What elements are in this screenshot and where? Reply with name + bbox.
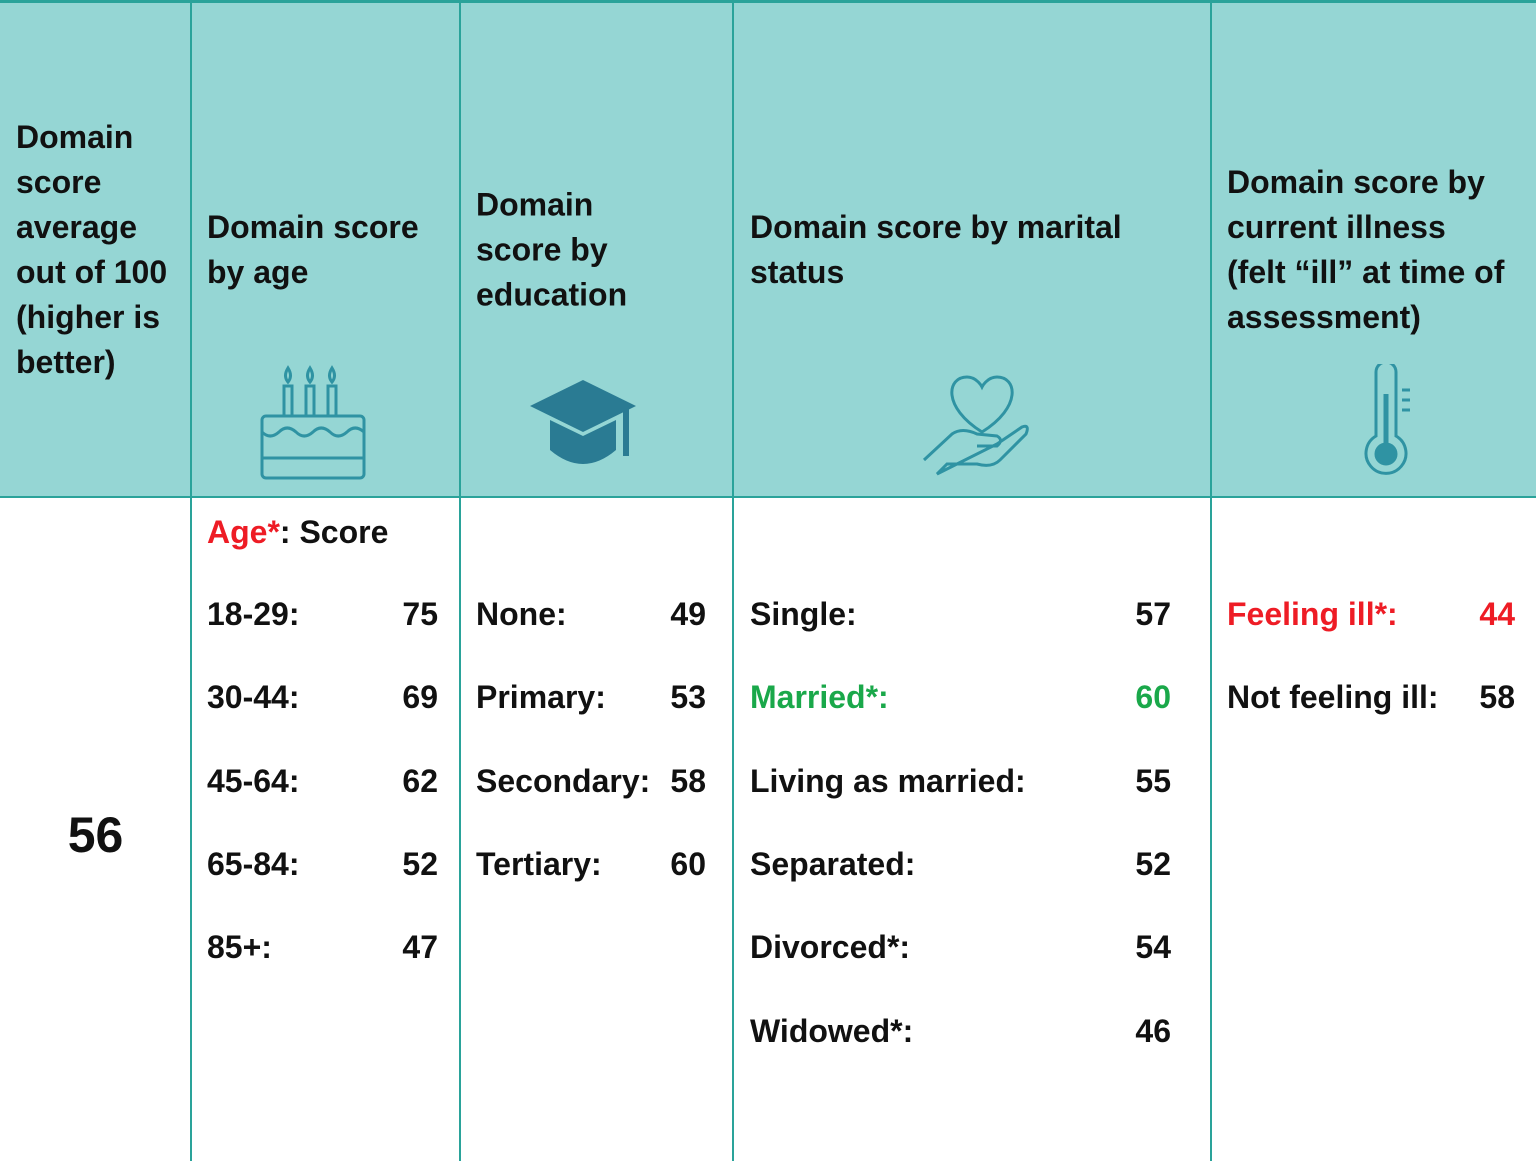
age-heading-rest: : Score — [279, 514, 389, 550]
cake-icon — [260, 365, 366, 480]
age-label: 18-29: — [207, 596, 300, 632]
education-value: 60 — [670, 845, 706, 882]
column-divider — [190, 0, 192, 1161]
header-background — [0, 0, 1536, 497]
education-value: 49 — [670, 596, 706, 632]
column-divider — [732, 0, 734, 1161]
hand-heart-icon — [922, 375, 1029, 476]
header-cell: Domain score average out of 100 (higher … — [16, 119, 168, 380]
age-label: 45-64: — [207, 762, 300, 799]
marital-value: 54 — [1135, 929, 1171, 966]
age-value: 52 — [402, 845, 438, 882]
age-value: 62 — [402, 762, 438, 799]
age-value: 69 — [402, 679, 438, 716]
average-score: 56 — [67, 807, 124, 863]
education-value: 58 — [670, 762, 706, 799]
marital-label: Married*: — [750, 679, 889, 716]
age-label: 65-84: — [207, 845, 300, 882]
illness-label: Not feeling ill: — [1227, 679, 1439, 716]
age-label: 85+: — [207, 929, 272, 966]
graduation-cap-icon — [530, 380, 636, 464]
education-label: Primary: — [476, 679, 606, 716]
header-cell: Domain score by marital status — [750, 209, 1122, 290]
age-heading-label: Age* — [207, 514, 280, 550]
age-label: 30-44: — [207, 679, 300, 716]
marital-label: Living as married: — [750, 762, 1026, 799]
marital-value: 60 — [1135, 679, 1171, 716]
header-cell: Domain score by education — [476, 186, 628, 313]
marital-value: 52 — [1135, 845, 1171, 882]
education-value: 53 — [670, 679, 706, 716]
marital-label: Divorced*: — [750, 929, 911, 966]
age-heading: Age*: Score — [207, 512, 388, 552]
education-label: Tertiary: — [476, 845, 602, 882]
marital-label: Separated: — [750, 845, 916, 882]
marital-value: 55 — [1135, 762, 1171, 799]
column-divider — [459, 0, 461, 1161]
illness-value: 44 — [1479, 596, 1515, 632]
education-label: None: — [476, 596, 567, 632]
marital-value: 46 — [1135, 1012, 1171, 1049]
header-cell: Domain score by current illness (felt “i… — [1227, 164, 1505, 335]
thermometer-icon — [1364, 364, 1410, 475]
header-cell: Domain score by age — [207, 209, 419, 290]
age-value: 47 — [402, 929, 438, 966]
education-label: Secondary: — [476, 762, 651, 799]
marital-label: Single: — [750, 596, 857, 632]
illness-label: Feeling ill*: — [1227, 596, 1398, 632]
column-divider — [1210, 0, 1212, 1161]
illness-value: 58 — [1479, 679, 1515, 716]
marital-value: 57 — [1135, 596, 1171, 632]
row-divider — [0, 496, 1536, 498]
age-value: 75 — [402, 596, 438, 632]
marital-label: Widowed*: — [750, 1012, 914, 1049]
